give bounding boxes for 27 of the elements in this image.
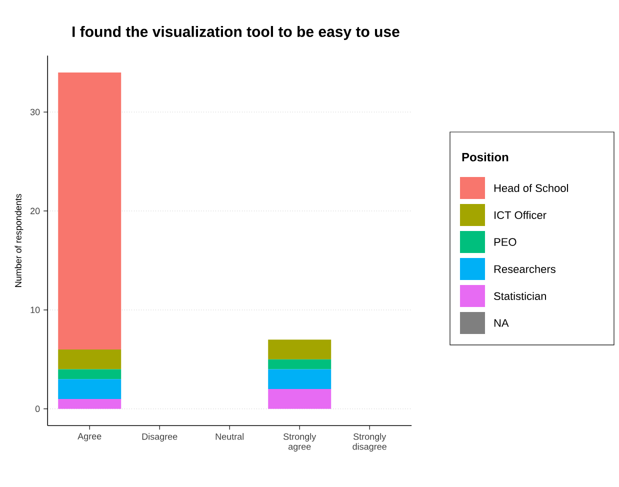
y-tick-label: 30 xyxy=(30,108,40,116)
legend-label: ICT Officer xyxy=(494,210,546,220)
legend-title: Position xyxy=(462,152,508,162)
x-tick-label: Neutral xyxy=(216,433,244,440)
bar xyxy=(58,72,122,350)
bar xyxy=(268,340,332,360)
x-tick-label: Strongly disagree xyxy=(352,433,386,452)
legend-label: Researchers xyxy=(494,264,556,274)
x-tick-label: Disagree xyxy=(142,433,178,442)
bar xyxy=(268,389,332,409)
bar xyxy=(58,369,122,380)
chart-title: I found the visualization tool to be easy to use xyxy=(72,26,400,40)
bar xyxy=(58,379,122,399)
x-tick-label: Strongly agree xyxy=(284,433,316,452)
bar xyxy=(58,398,122,409)
legend-label: NA xyxy=(494,319,509,327)
bar xyxy=(268,359,332,370)
x-tick-label: Agree xyxy=(78,433,102,442)
legend-label: PEO xyxy=(494,238,516,246)
legend-label: Head of School xyxy=(494,184,568,192)
y-axis-title: Number of respondents xyxy=(14,194,24,287)
y-tick-label: 0 xyxy=(35,406,40,412)
bar xyxy=(58,349,122,370)
legend-label: Statistician xyxy=(494,292,546,300)
y-tick-label: 20 xyxy=(30,208,40,214)
bar xyxy=(268,369,332,390)
y-tick-label: 10 xyxy=(30,306,40,314)
